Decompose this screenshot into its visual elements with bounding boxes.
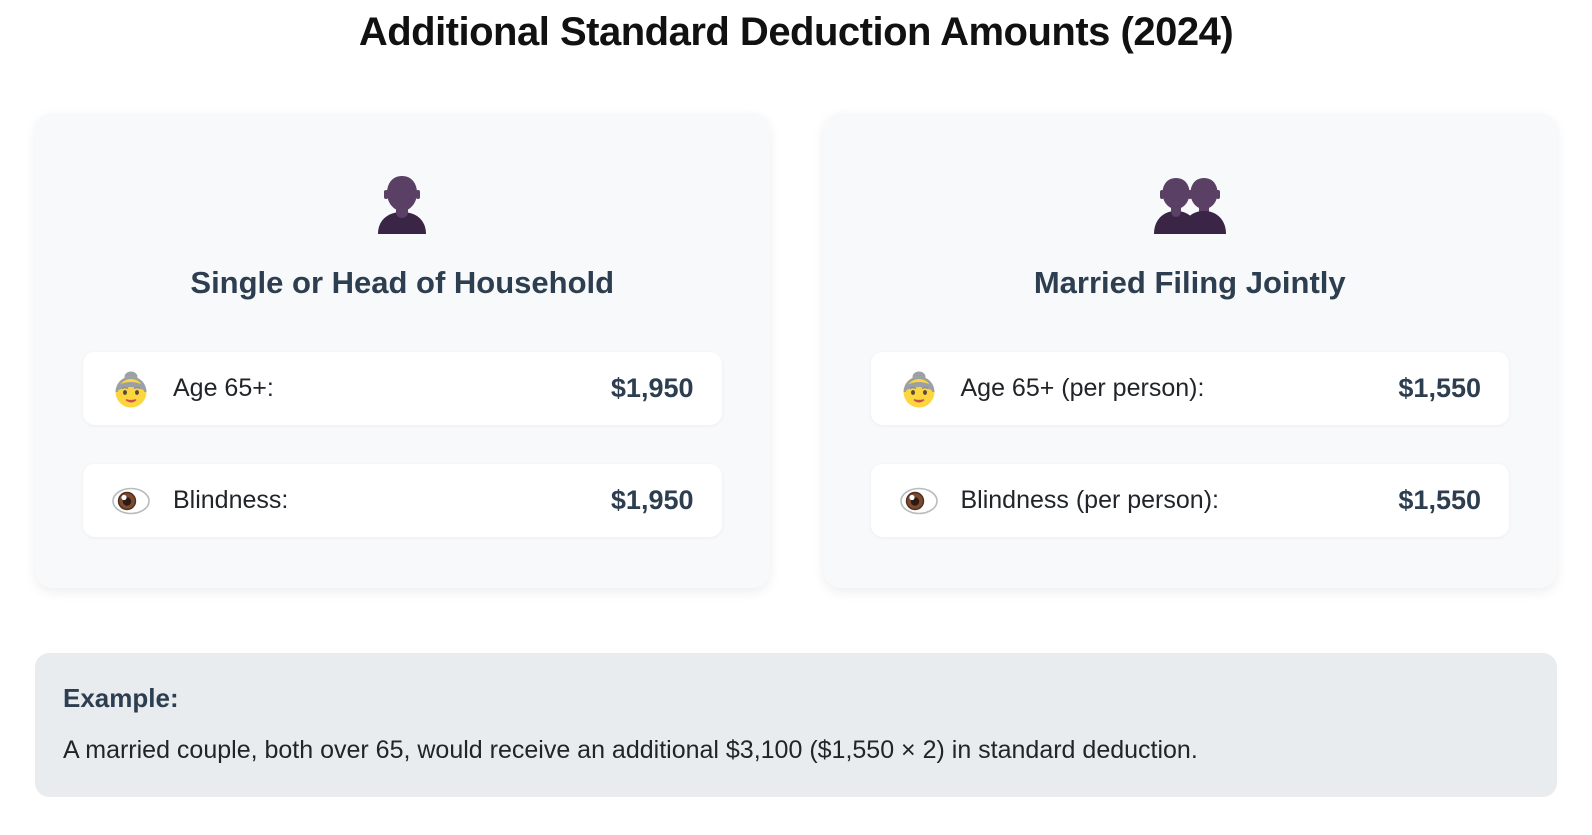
row-age-65: Age 65+: $1,950 xyxy=(83,352,722,425)
card-rows: Age 65+: $1,950 Blindness: $1,950 xyxy=(83,352,722,537)
row-label: Blindness (per person): xyxy=(960,486,1219,514)
page-title: Additional Standard Deduction Amounts (2… xyxy=(358,10,1234,54)
row-blindness: Blindness: $1,950 xyxy=(83,464,722,537)
row-label: Age 65+: xyxy=(173,374,274,402)
row-label: Age 65+ (per person): xyxy=(960,374,1205,402)
row-label: Blindness: xyxy=(173,486,289,514)
card-heading: Single or Head of Household xyxy=(190,265,615,300)
card-rows: Age 65+ (per person): $1,550 Blindness (… xyxy=(870,352,1509,537)
row-value: $1,950 xyxy=(610,485,694,515)
eye-emoji-icon xyxy=(112,487,150,514)
example-text: A married couple, both over 65, would re… xyxy=(63,736,1198,764)
card-married-filing-jointly: Married Filing Jointly Age 65+ (per xyxy=(822,113,1557,588)
old-woman-emoji-icon xyxy=(903,371,934,407)
example-heading: Example: xyxy=(63,683,179,713)
cards-row: Single or Head of Household Age 65+ xyxy=(35,113,1557,588)
row-value: $1,550 xyxy=(1398,373,1481,403)
old-woman-emoji-icon xyxy=(115,371,147,407)
example-box: Example: A married couple, both over 65,… xyxy=(35,653,1557,797)
card-single-or-head-of-household: Single or Head of Household Age 65+ xyxy=(35,113,770,588)
row-age-65-per-person: Age 65+ (per person): $1,550 xyxy=(870,352,1509,425)
single-person-silhouette-icon xyxy=(83,168,722,234)
row-value: $1,950 xyxy=(610,373,694,403)
row-blindness-per-person: Blindness (per person): $1,550 xyxy=(870,464,1509,537)
eye-emoji-icon xyxy=(899,487,938,514)
card-heading: Married Filing Jointly xyxy=(1033,265,1346,300)
two-people-silhouette-icon xyxy=(871,168,1510,234)
row-value: $1,550 xyxy=(1398,485,1481,515)
